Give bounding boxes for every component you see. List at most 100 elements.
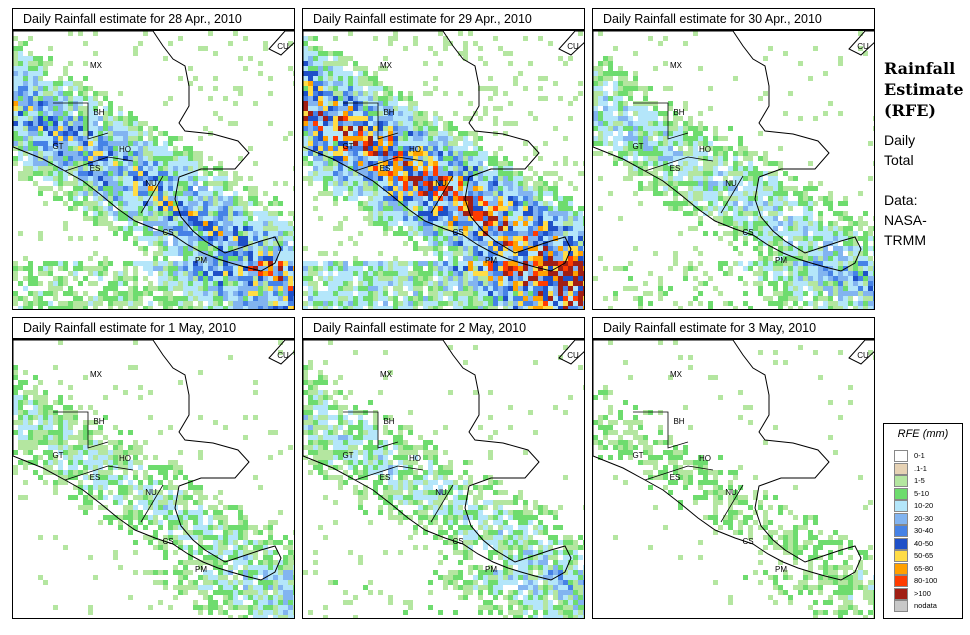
rainfall-map: MX BH GT HO ES NU CS PM CU (12, 30, 295, 310)
country-label: PM (195, 256, 207, 265)
sidebar-data-source: Data: NASA- TRMM (884, 190, 927, 250)
country-border (633, 102, 689, 140)
country-label: CS (162, 228, 173, 237)
rainfall-map: MX BH GT HO ES NU CS PM CU (302, 30, 585, 310)
rainfall-panel: Daily Rainfall estimate for 2 May, 2010 M… (302, 317, 585, 619)
sidebar-daily: Daily Total (884, 130, 915, 170)
legend-swatch (894, 487, 908, 500)
legend-label: 1-5 (914, 476, 925, 485)
sidebar-daily-line2: Total (884, 152, 914, 168)
legend-swatch (894, 575, 908, 587)
rainfall-map: MX BH GT HO ES NU CS PM CU (592, 339, 875, 619)
legend-label: 30-40 (914, 526, 934, 535)
coastline (303, 340, 572, 581)
panel-title: Daily Rainfall estimate for 2 May, 2010 (302, 317, 585, 339)
legend-label: 20-30 (914, 513, 934, 523)
sidebar-daily-line1: Daily (884, 132, 916, 148)
legend-swatch (894, 462, 908, 475)
legend-label: 10-20 (914, 501, 934, 510)
country-border (53, 411, 109, 449)
rainfall-map-canvas: MX BH GT HO ES NU CS PM CU (593, 340, 874, 618)
legend-label: 0-1 (914, 451, 925, 460)
country-border (430, 175, 454, 214)
coastline (848, 340, 874, 365)
country-label: BH (673, 108, 684, 117)
country-label: ES (380, 473, 391, 482)
legend-label: >100 (914, 588, 931, 598)
rainfall-panel: Daily Rainfall estimate for 30 Apr., 201… (592, 8, 875, 310)
country-label: CS (452, 228, 463, 237)
rainfall-grid (13, 31, 294, 309)
country-label: ES (90, 164, 101, 173)
country-label: BH (383, 108, 394, 117)
country-label: NU (725, 179, 737, 188)
sidebar-title-line1: Rainfall (884, 59, 956, 78)
legend-label: nodata (914, 601, 937, 610)
country-label: GT (52, 451, 63, 460)
country-label: PM (775, 256, 787, 265)
coastline (13, 31, 282, 272)
legend-label: .1-1 (914, 463, 927, 473)
country-label: NU (435, 488, 447, 497)
rainfall-map-canvas: MX BH GT HO ES NU CS PM CU (13, 340, 294, 618)
country-border (343, 102, 399, 140)
country-border (140, 175, 164, 214)
country-label: ES (670, 164, 681, 173)
country-border (64, 465, 134, 481)
country-label: HO (119, 145, 131, 154)
legend-swatch (894, 587, 908, 600)
country-label: ES (380, 164, 391, 173)
country-label: CU (857, 351, 869, 360)
coastline (268, 340, 294, 365)
sidebar-data-line1: Data: (884, 192, 918, 208)
country-label: HO (409, 145, 421, 154)
legend-swatch (894, 550, 908, 562)
legend-label: 50-65 (914, 551, 934, 560)
country-border (64, 156, 134, 172)
rfe-legend: RFE (mm) 0-1 .1-1 1-5 5-10 10-20 20-30 30-40 40… (883, 423, 963, 619)
rainfall-map-canvas: MX BH GT HO ES NU CS PM CU (303, 31, 584, 309)
legend-swatch (894, 525, 908, 537)
country-label: NU (145, 488, 157, 497)
country-border (140, 484, 164, 523)
country-label: BH (383, 417, 394, 426)
rainfall-grid (13, 340, 294, 618)
sidebar-title-line3: (RFE) (884, 101, 936, 120)
country-label: CU (857, 42, 869, 51)
coastline (558, 31, 584, 56)
country-border (644, 465, 714, 481)
sidebar-data-line3: TRMM (884, 232, 926, 248)
country-label: NU (435, 179, 447, 188)
country-border (354, 156, 424, 172)
country-label: CU (277, 42, 289, 51)
rainfall-panel: Daily Rainfall estimate for 1 May, 2010 M… (12, 317, 295, 619)
legend-swatch (894, 562, 908, 575)
country-label: BH (93, 108, 104, 117)
country-label: PM (485, 565, 497, 574)
coastline (13, 340, 282, 581)
country-label: CS (162, 537, 173, 546)
panel-title: Daily Rainfall estimate for 30 Apr., 201… (592, 8, 875, 30)
country-label: GT (632, 451, 643, 460)
country-label: CS (742, 228, 753, 237)
country-label: CU (567, 351, 579, 360)
legend-label: 80-100 (914, 576, 938, 585)
country-label: PM (485, 256, 497, 265)
rainfall-grid (593, 340, 874, 618)
country-border (53, 102, 109, 140)
country-label: GT (342, 142, 353, 151)
country-label: PM (775, 565, 787, 574)
coastline (593, 340, 862, 581)
rainfall-map: MX BH GT HO ES NU CS PM CU (302, 339, 585, 619)
legend-swatch (894, 450, 908, 462)
panel-title: Daily Rainfall estimate for 1 May, 2010 (12, 317, 295, 339)
rainfall-map-canvas: MX BH GT HO ES NU CS PM CU (13, 31, 294, 309)
country-border (720, 484, 744, 523)
coastline (848, 31, 874, 56)
country-label: HO (699, 454, 711, 463)
country-border (430, 484, 454, 523)
country-label: HO (699, 145, 711, 154)
country-label: NU (725, 488, 737, 497)
rainfall-grid (303, 31, 584, 309)
legend-title: RFE (mm) (897, 428, 949, 440)
